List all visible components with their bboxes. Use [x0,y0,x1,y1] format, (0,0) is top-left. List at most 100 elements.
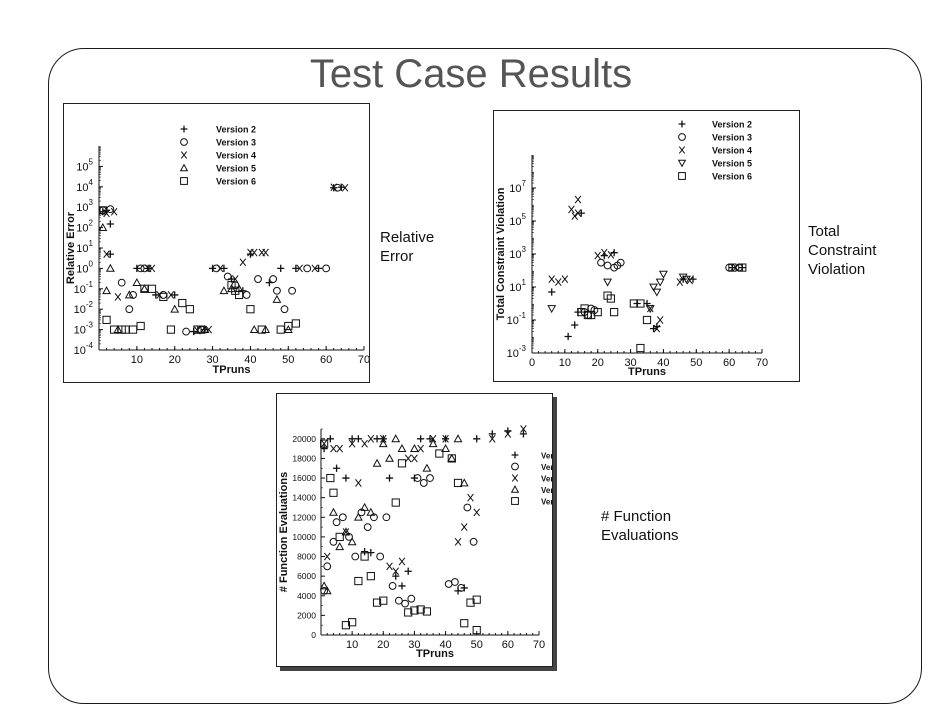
func-eval-data-point [351,552,360,561]
func-eval-data-point [335,532,344,542]
constraint-data-point [676,278,684,286]
func-eval-data-point [360,552,369,561]
rel-err-x-tick-label: 40 [244,354,256,366]
func-eval-data-point [342,474,350,482]
constraint-series-version-5 [547,270,691,314]
rel-err-legend-label: Version 4 [216,151,256,161]
func-eval-data-point [366,572,375,581]
rel-err-data-point [166,325,176,334]
func-eval-data-point [469,537,478,546]
constraint-data-point [593,308,602,317]
constraint-legend-marker [678,120,686,128]
relative-error-chart: 10 20 30 40 50 60 70 105 104 103 102 101 100 10-1 10-2… [65,125,369,377]
rel-err-data-point [182,327,190,336]
func-eval-data-point [411,454,418,463]
slide-title: Test Case Results [309,52,633,96]
rel-err-data-point [330,183,337,192]
rel-err-x-axis-label: TPruns [213,364,251,376]
func-eval-data-point [410,606,419,615]
rel-err-data-point [167,291,175,299]
func-eval-legend-marker [511,474,519,482]
constraint-data-point [574,195,582,204]
func-eval-data-point [428,439,438,448]
rel-err-series-version-3 [98,183,342,336]
rel-err-data-point [219,286,229,295]
func-eval-data-point [435,449,444,458]
rel-err-data-point [147,284,157,293]
func-eval-series-version-2 [320,427,528,595]
func-eval-data-point [397,443,407,452]
rel-err-y-axis-label: Relative Error [65,211,77,284]
constraint-data-point [686,276,693,285]
func-eval-x-tick-label: 40 [439,639,451,651]
constraint-data-point [738,263,747,272]
constraint-data-point [561,275,569,284]
func-eval-legend-label: Version 2 [541,452,552,461]
func-eval-data-point [453,478,463,488]
func-eval-x-axis-label: TPruns [416,648,454,660]
func-eval-x-tick-label: 70 [533,639,545,651]
rel-err-data-point [246,305,255,314]
func-eval-legend-marker [510,485,520,493]
relative-error-caption-line: Relative [380,229,435,246]
rel-err-data-point [106,220,114,228]
func-eval-data-point [441,443,451,452]
constraint-data-point [607,250,615,259]
rel-err-legend-marker [180,177,188,185]
relative-error-caption: Relative Error [380,228,434,266]
func-eval-data-point [416,605,425,614]
rel-err-data-point [106,205,115,214]
rel-err-y-tick-label: 10-3 [74,321,94,337]
constraint-data-point [649,283,659,292]
rel-err-legend-label: Version 5 [216,164,256,174]
rel-err-data-point [136,264,145,273]
constraint-data-point [548,288,556,296]
func-eval-data-point [404,608,413,617]
func-eval-data-point [329,488,338,497]
rel-err-data-point [102,286,112,295]
func-eval-data-point [426,474,434,482]
func-eval-data-point [422,463,432,472]
constraint-legend-marker [678,133,686,141]
constraint-y-tick-label: 101 [509,278,526,294]
rel-err-data-point [117,278,126,287]
constraint-series-version-2 [548,209,746,341]
constraint-data-point [577,209,585,217]
constraint-violation-caption-line: Violation [808,261,866,278]
func-eval-data-point [348,439,356,448]
func-eval-data-point [426,435,434,443]
func-eval-data-point [354,576,363,586]
constraint-data-point [658,270,668,279]
rel-err-series-version-4 [103,183,349,335]
func-eval-data-point [347,537,357,546]
rel-err-data-point [159,292,168,302]
func-eval-y-tick-label: 4000 [297,591,316,601]
func-eval-data-point [398,557,406,566]
func-eval-data-point [338,513,347,522]
rel-err-y-tick-label: 105 [76,157,93,173]
rel-err-data-point [280,305,289,314]
rel-err-y-tick-label: 101 [76,239,93,255]
rel-err-data-point [296,264,303,273]
rel-err-data-point [114,293,122,301]
func-eval-data-point [520,425,527,433]
constraint-data-point [564,332,572,341]
constraint-legend-label: Version 4 [712,146,752,156]
rel-err-data-point [132,278,142,287]
func-eval-x-tick-label: 50 [471,639,483,651]
constraint-data-point [571,212,578,220]
constraint-data-point [597,258,605,267]
constraint-data-point [636,299,645,308]
rel-err-x-tick-label: 30 [206,354,218,366]
func-eval-data-point [459,478,469,487]
rel-err-data-point [98,222,108,231]
constraint-x-tick-label: 40 [657,357,669,369]
constraint-legend-label: Version 6 [712,172,752,182]
rel-err-y-tick-label: 10-1 [74,280,94,296]
func-eval-data-point [519,430,528,438]
constraint-data-point [656,316,664,324]
func-eval-data-point [466,598,475,607]
func-eval-x-tick-label: 20 [377,639,389,651]
constraint-data-point [594,251,601,260]
func-eval-y-tick-label: 6000 [297,571,316,581]
